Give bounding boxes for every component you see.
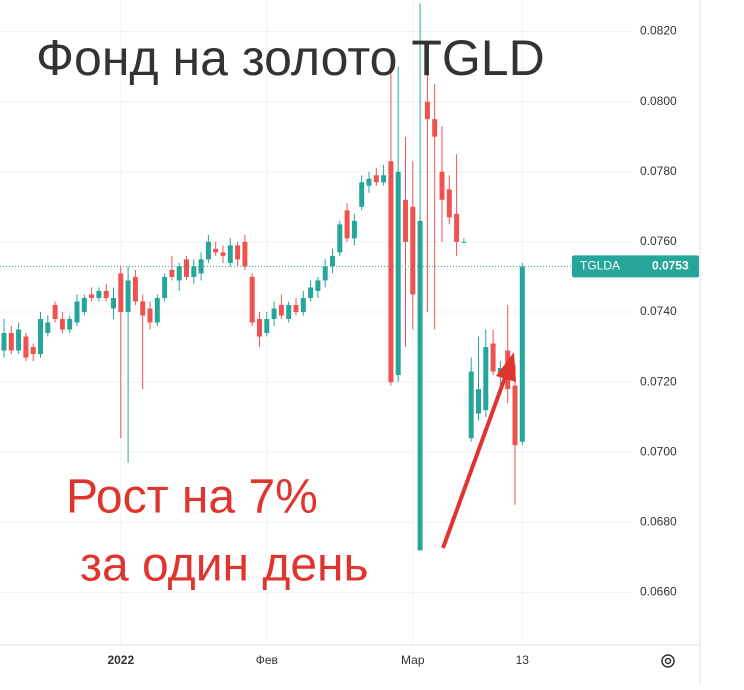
candle-body: [271, 308, 277, 319]
x-tick-label: 13: [516, 653, 530, 667]
candle-body: [125, 280, 131, 312]
x-tick-label: 2022: [107, 653, 134, 667]
settings-icon[interactable]: [661, 654, 675, 668]
gear-center[interactable]: [664, 657, 672, 665]
candle-body: [403, 199, 408, 242]
arrow-head: [496, 352, 516, 382]
candle-body: [191, 266, 197, 277]
candle-body: [52, 304, 58, 319]
arrow: [441, 371, 509, 549]
candle-body: [227, 245, 233, 263]
candle-body: [388, 161, 394, 383]
candle-body: [308, 287, 314, 298]
last-price-label: 0.0753: [652, 259, 689, 273]
candle-body: [96, 290, 102, 298]
candle-body: [351, 220, 357, 239]
candle-body: [213, 248, 219, 253]
candle-body: [512, 385, 518, 446]
candle-body: [81, 297, 87, 312]
candle-body: [103, 290, 109, 298]
x-tick-label: Мар: [401, 653, 425, 667]
candle-body: [424, 101, 430, 120]
candle-body: [118, 273, 124, 312]
candle-body: [373, 175, 379, 183]
candle-body: [359, 182, 365, 207]
y-tick-label: 0.0820: [640, 24, 677, 38]
candle-body: [169, 269, 175, 277]
y-tick-label: 0.0680: [640, 514, 677, 528]
candle-body: [147, 308, 153, 323]
candle-body: [184, 259, 189, 277]
y-tick-label: 0.0740: [640, 304, 677, 318]
candle-body: [461, 241, 467, 243]
candle-body: [220, 252, 226, 256]
candle-body: [257, 318, 262, 337]
y-tick-label: 0.0660: [640, 585, 677, 599]
candle-body: [366, 178, 372, 186]
candle-body: [483, 347, 489, 411]
y-tick-label: 0.0780: [640, 164, 677, 178]
candle-body: [176, 266, 182, 281]
candle-body: [476, 389, 481, 414]
candle-body: [264, 318, 270, 334]
candle-body: [395, 171, 401, 376]
candle-body: [439, 171, 445, 200]
candle-body: [344, 210, 350, 239]
candle-body: [154, 297, 160, 323]
candle-body: [490, 343, 496, 372]
candle-body: [278, 304, 284, 316]
candle-body: [140, 301, 146, 316]
candle-body: [322, 266, 328, 281]
candle-body: [381, 175, 387, 183]
candle-body: [111, 297, 116, 309]
annotation: за один день: [80, 539, 369, 592]
candle-body: [330, 255, 335, 267]
y-tick-label: 0.0800: [640, 94, 677, 108]
last-price-box: [572, 255, 699, 278]
candle-body: [519, 266, 525, 442]
candle-body: [286, 304, 292, 319]
y-tick-label: 0.0700: [640, 444, 677, 458]
y-tick-label: 0.0760: [640, 234, 677, 248]
candle-body: [205, 241, 211, 260]
candle-body: [59, 318, 65, 330]
candle-body: [67, 318, 73, 330]
candle-body: [235, 245, 241, 260]
candle-body: [132, 276, 138, 302]
candle-body: [315, 280, 321, 291]
candle-body: [337, 224, 343, 253]
candle-body: [293, 304, 299, 312]
candle-body: [45, 322, 51, 334]
candle-body: [242, 241, 248, 267]
x-tick-label: Фев: [256, 653, 278, 667]
candle-body: [468, 371, 474, 439]
candle-body: [1, 333, 7, 351]
candle-body: [162, 276, 168, 298]
candle-body: [249, 276, 255, 323]
symbol-label: TGLDA: [580, 259, 620, 273]
chart-title: Фонд на золото TGLD: [36, 30, 545, 86]
candle-body: [417, 220, 423, 551]
candle-body: [410, 206, 416, 295]
candle-body: [16, 329, 22, 351]
candle-body: [74, 301, 80, 323]
candle-body: [446, 189, 452, 218]
annotation: Рост на 7%: [66, 471, 318, 524]
candle-body: [38, 318, 43, 355]
candles: [0, 3, 632, 551]
candle-body: [454, 213, 460, 242]
y-tick-label: 0.0720: [640, 374, 677, 388]
candle-body: [23, 336, 29, 358]
gear[interactable]: [661, 654, 675, 668]
candle-body: [30, 347, 36, 355]
candle-body: [432, 119, 438, 137]
candle-body: [89, 294, 95, 298]
candle-body: [8, 333, 14, 351]
candle-body: [300, 297, 306, 312]
